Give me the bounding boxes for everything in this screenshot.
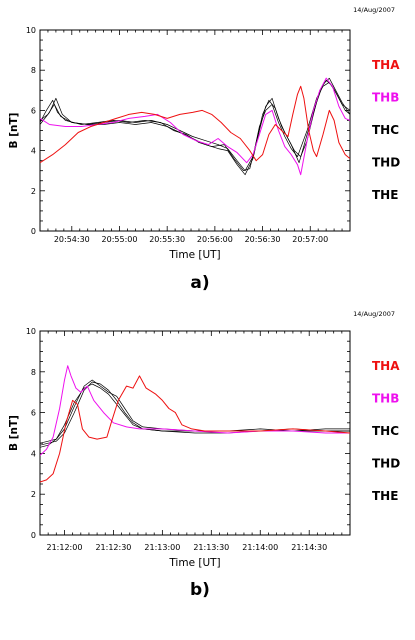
legend-entry-thb: THB — [372, 91, 399, 105]
y-tick-label: 6 — [31, 106, 36, 115]
x-tick-label: 20:56:30 — [245, 235, 281, 244]
legend-entry-the: THE — [372, 188, 398, 202]
x-tick-label: 21:13:30 — [193, 543, 229, 552]
legend-entry-thc: THC — [372, 424, 399, 438]
legend-entry-thd: THD — [372, 457, 400, 471]
series-line-thc — [40, 379, 350, 444]
y-tick-label: 2 — [31, 187, 36, 196]
y-axis-label: B [nT] — [8, 415, 20, 451]
x-tick-label: 20:54:30 — [54, 235, 90, 244]
y-tick-label: 8 — [31, 66, 36, 75]
panel-label: a) — [190, 273, 209, 293]
y-tick-label: 10 — [26, 26, 36, 35]
panel-label: b) — [190, 580, 210, 600]
x-tick-label: 20:56:00 — [197, 235, 233, 244]
x-tick-label: 20:57:00 — [292, 235, 328, 244]
legend-entry-thd: THD — [372, 156, 400, 170]
date-label: 14/Aug/2007 — [353, 310, 395, 318]
x-axis-label: Time [UT] — [168, 249, 220, 261]
y-tick-label: 10 — [26, 327, 36, 336]
y-axis-label: B [nT] — [8, 113, 20, 149]
x-tick-label: 20:55:00 — [102, 235, 138, 244]
y-tick-label: 4 — [31, 449, 36, 458]
legend-entry-thb: THB — [372, 392, 399, 406]
series-line-thd — [40, 77, 350, 176]
series-line-the — [40, 383, 350, 448]
x-tick-label: 21:14:00 — [242, 543, 278, 552]
series-line-thb — [40, 77, 350, 176]
y-tick-label: 0 — [31, 227, 36, 236]
x-tick-label: 21:14:30 — [291, 543, 327, 552]
legend-entry-tha: THA — [372, 58, 400, 72]
legend-entry-tha: THA — [372, 359, 400, 373]
series-line-thd — [40, 381, 350, 446]
chart-panel-1: 14/Aug/2007 0 2 4 6 8 10 20:54:30 20:55:00 20:55:… — [8, 6, 400, 293]
x-tick-label: 21:13:00 — [144, 543, 180, 552]
x-tick-label: 21:12:30 — [95, 543, 131, 552]
legend-entry-the: THE — [372, 489, 398, 503]
x-tick-label: 21:12:00 — [47, 543, 83, 552]
series-line-thb — [40, 365, 350, 456]
y-tick-label: 4 — [31, 147, 36, 156]
plot-frame — [39, 29, 351, 232]
date-label: 14/Aug/2007 — [353, 6, 395, 14]
series-line-tha — [40, 85, 350, 164]
y-tick-label: 8 — [31, 368, 36, 377]
y-tick-label: 6 — [31, 409, 36, 418]
chart-panel-2: 14/Aug/2007 0 2 4 6 8 10 21:12:00 21:12:30 21:13:… — [8, 310, 400, 600]
x-axis-label: Time [UT] — [168, 557, 220, 569]
y-tick-label: 2 — [31, 490, 36, 499]
y-tick-label: 0 — [31, 531, 36, 540]
legend-entry-thc: THC — [372, 123, 399, 137]
x-tick-label: 20:55:30 — [149, 235, 185, 244]
series-line-tha — [40, 375, 350, 483]
